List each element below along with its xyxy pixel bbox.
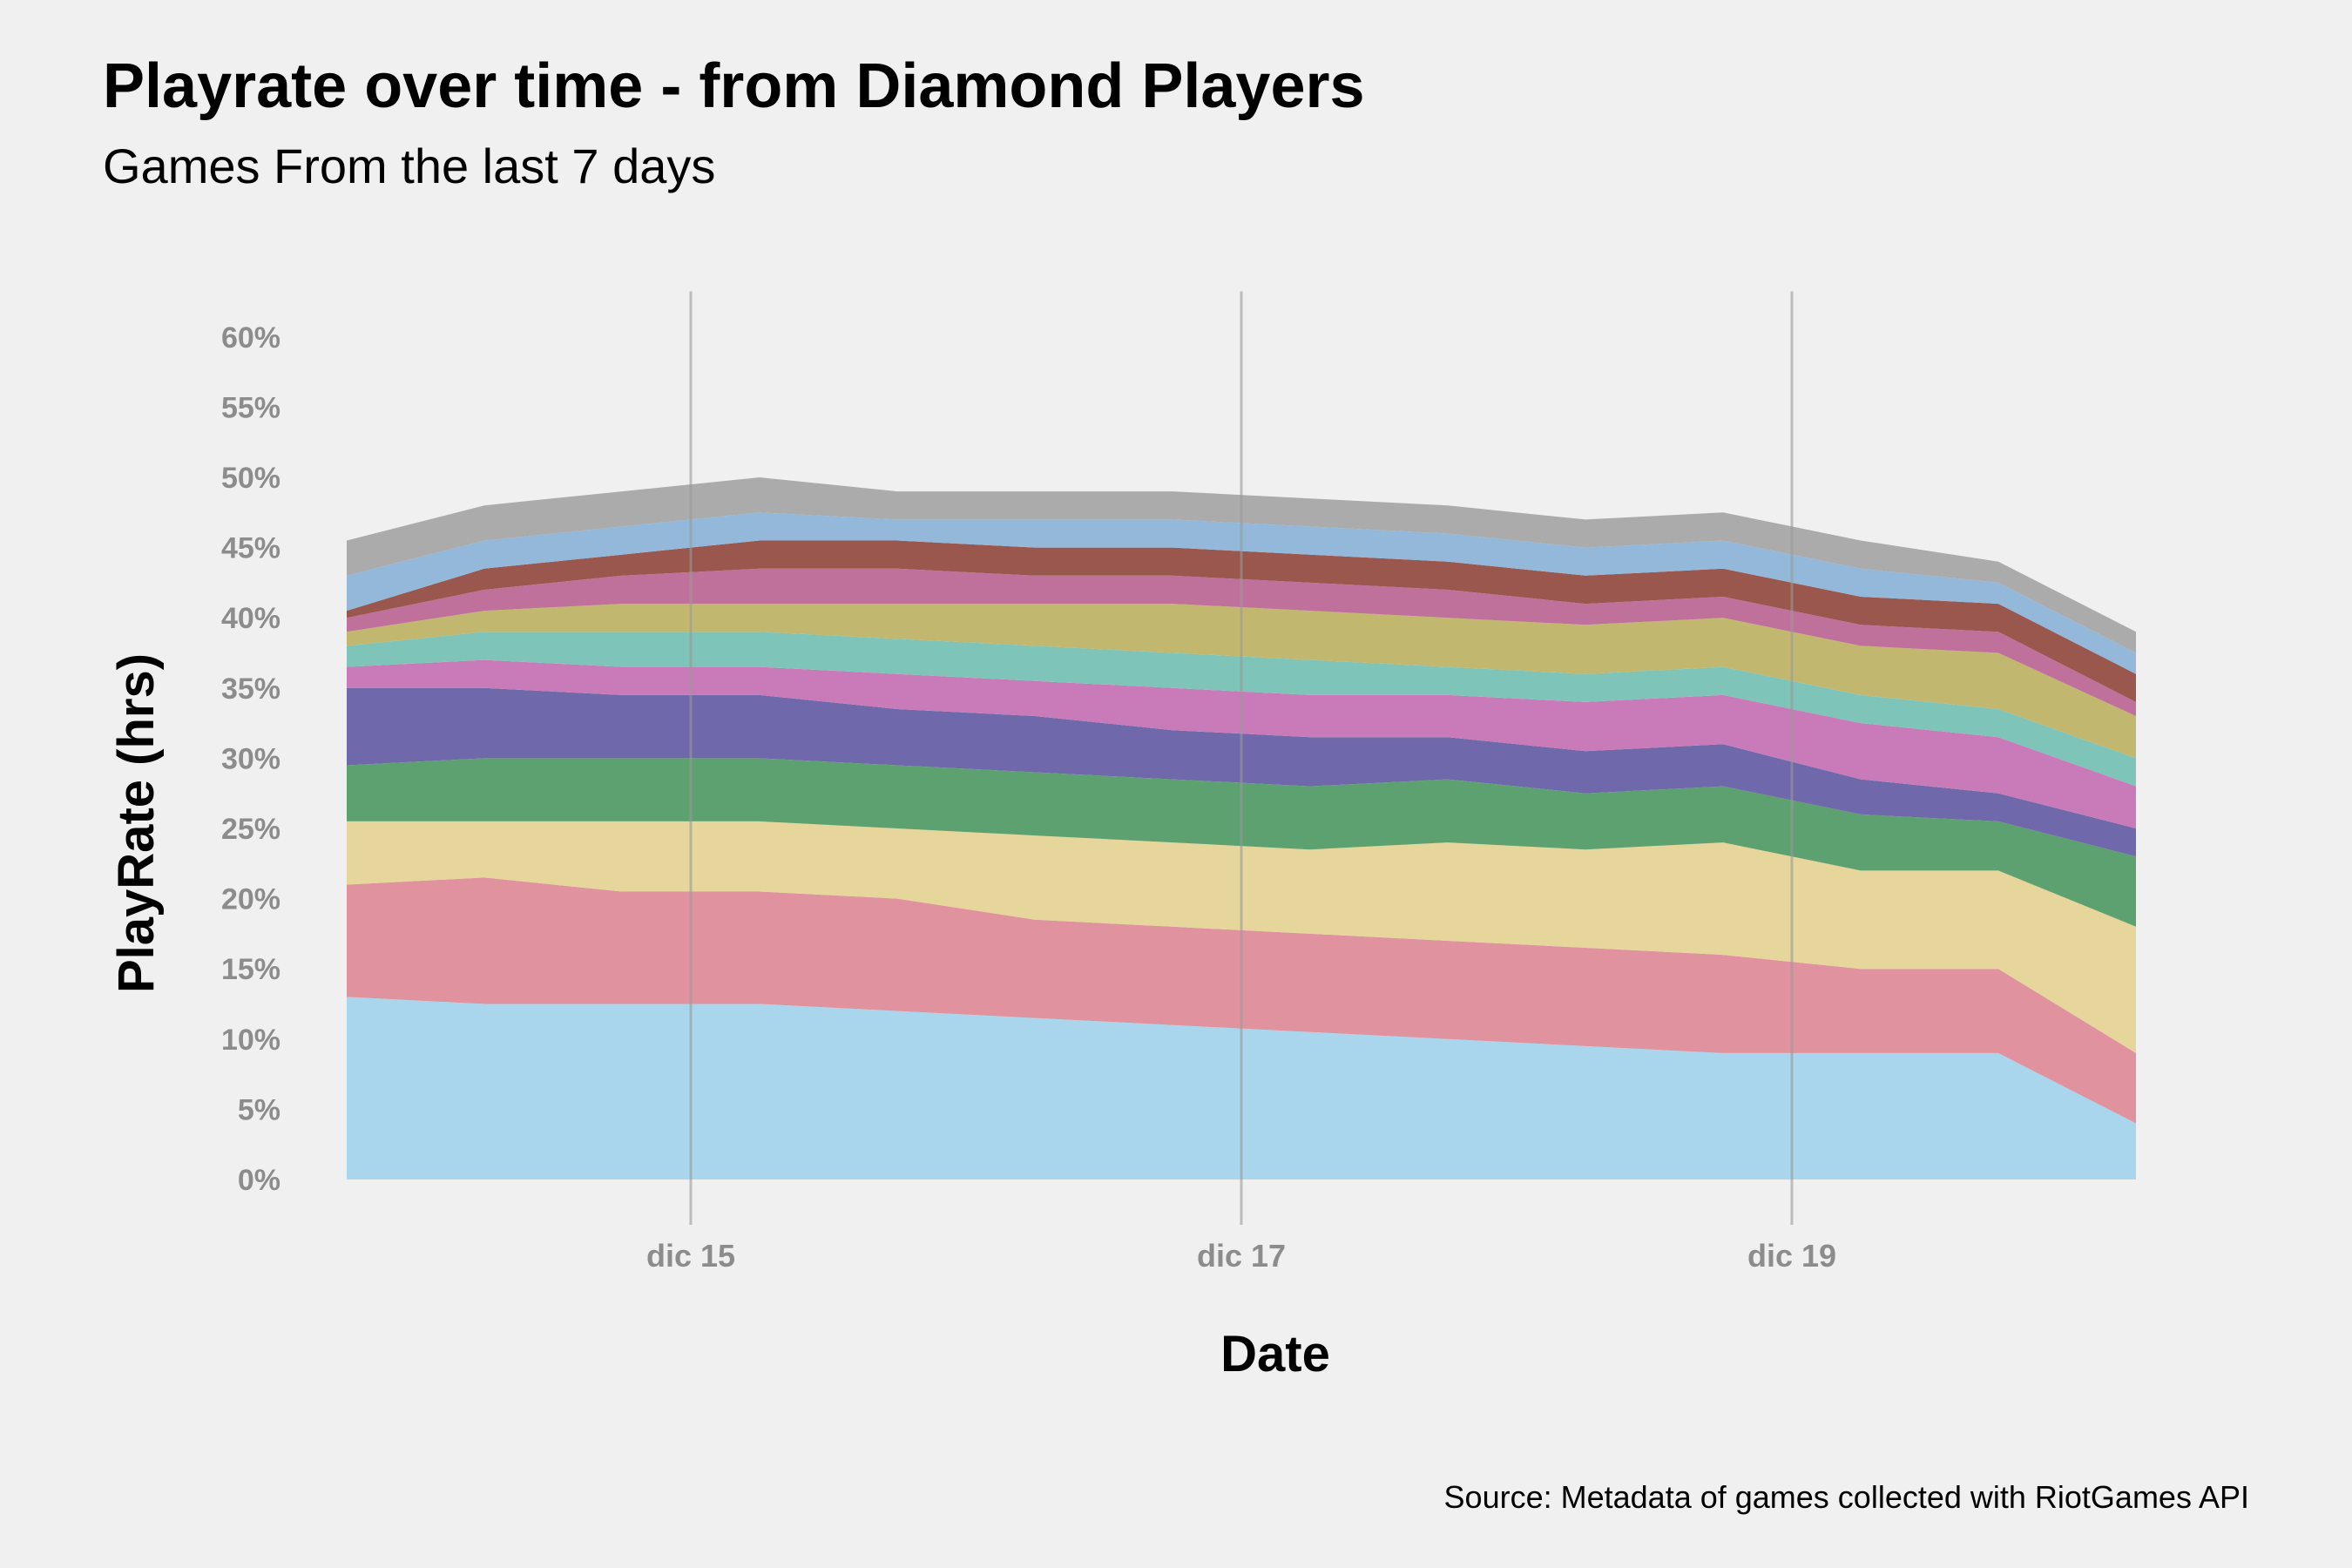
area-series-11 [347, 512, 2136, 674]
area-series-6 [347, 659, 2136, 828]
source-caption: Source: Metadata of games collected with… [1443, 1479, 2249, 1515]
y-tick-label: 15% [221, 953, 280, 986]
x-tick-label: dic 15 [646, 1238, 735, 1274]
y-axis-ticks: 0% 5% 10% 15% 20% 25% 30% 35% 40% 45% 50% 55% 60% [221, 321, 280, 1197]
area-series-10 [347, 540, 2136, 702]
x-tick-label: dic 17 [1197, 1238, 1286, 1274]
y-tick-label: 45% [221, 532, 280, 565]
gridlines [689, 291, 1794, 1225]
area-series-12 [347, 477, 2136, 653]
y-tick-label: 0% [238, 1164, 280, 1197]
area-series-8 [347, 604, 2136, 759]
y-axis-title: PlayRate (hrs) [108, 653, 165, 993]
chart-subtitle: Games From the last 7 days [103, 139, 716, 193]
y-tick-label: 35% [221, 672, 280, 706]
x-axis-ticks: dic 15 dic 17 dic 19 [646, 1238, 1836, 1274]
y-tick-label: 5% [238, 1093, 280, 1126]
area-series-9 [347, 568, 2136, 716]
x-axis-title: Date [1220, 1326, 1330, 1382]
y-tick-label: 55% [221, 391, 280, 424]
area-series-7 [347, 632, 2136, 787]
y-tick-label: 25% [221, 813, 280, 846]
y-tick-label: 40% [221, 602, 280, 635]
y-tick-label: 60% [221, 321, 280, 355]
y-tick-label: 20% [221, 883, 280, 916]
chart-title: Playrate over time - from Diamond Player… [103, 51, 1365, 121]
y-tick-label: 30% [221, 742, 280, 775]
y-tick-label: 50% [221, 462, 280, 495]
x-tick-label: dic 19 [1747, 1238, 1836, 1274]
area-series-3 [347, 821, 2136, 1053]
y-tick-label: 10% [221, 1024, 280, 1057]
